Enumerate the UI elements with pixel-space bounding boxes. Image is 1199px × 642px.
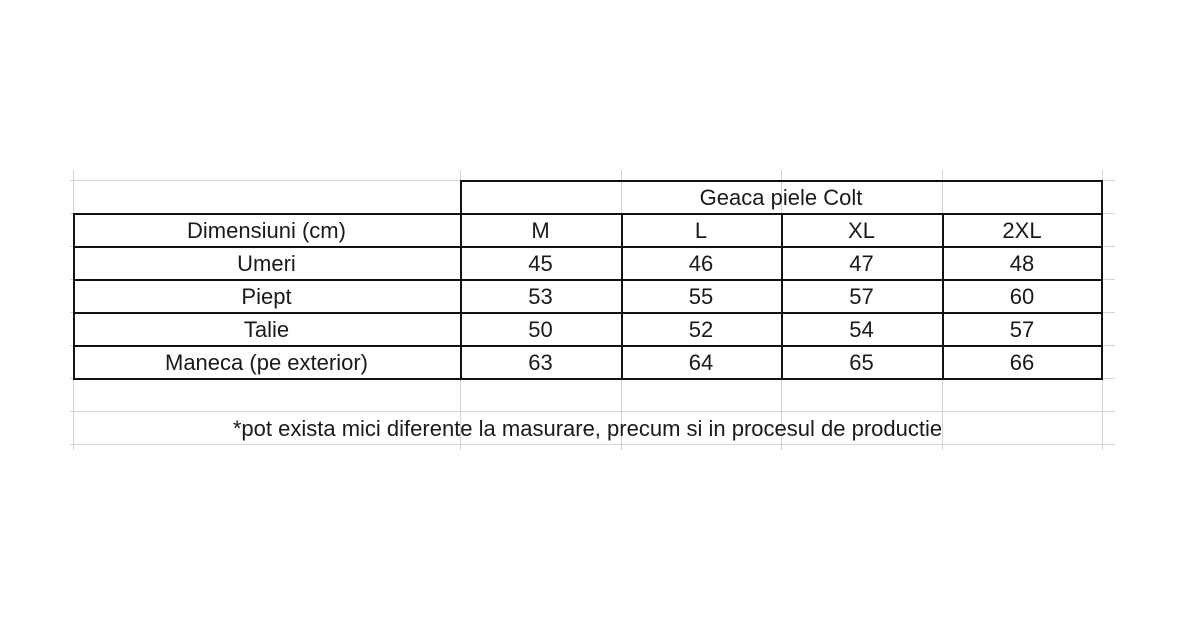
border-line (73, 213, 75, 379)
cell-value: 64 (688, 350, 714, 375)
size-header: 2XL (1002, 218, 1042, 243)
border-line (73, 345, 1103, 347)
border-line (460, 180, 462, 379)
cell-value: 65 (849, 350, 874, 375)
cell-value: 63 (528, 350, 553, 375)
border-line (73, 378, 1103, 380)
cell-value: 45 (528, 251, 553, 276)
border-line (73, 312, 1103, 314)
header-label: Dimensiuni (cm) (187, 218, 346, 243)
border-line (942, 213, 944, 379)
cell-value: 57 (1009, 317, 1035, 342)
gridline-horizontal (70, 411, 1115, 412)
row-label: Umeri (237, 251, 296, 276)
border-line (781, 213, 783, 379)
cell-value: 48 (1009, 251, 1035, 276)
size-header: L (694, 218, 708, 243)
cell-value: 53 (528, 284, 553, 309)
cell-value: 57 (849, 284, 874, 309)
cell-value: 66 (1009, 350, 1035, 375)
cell-value: 46 (688, 251, 714, 276)
row-label: Piept (241, 284, 292, 309)
cell-value: 52 (688, 317, 714, 342)
footnote: *pot exista mici diferente la masurare, … (232, 416, 943, 441)
cell-value: 54 (849, 317, 874, 342)
table-title: Geaca piele Colt (699, 185, 863, 210)
border-line (1101, 180, 1103, 379)
cell-value: 60 (1009, 284, 1035, 309)
size-header: XL (848, 218, 875, 243)
size-header: M (531, 218, 550, 243)
cell-value: 47 (849, 251, 874, 276)
row-label: Maneca (pe exterior) (165, 350, 368, 375)
cell-value: 55 (688, 284, 714, 309)
cell-value: 50 (528, 317, 553, 342)
border-line (621, 213, 623, 379)
border-line (460, 180, 1103, 182)
row-label: Talie (243, 317, 290, 342)
border-line (73, 246, 1103, 248)
border-line (73, 279, 1103, 281)
border-line (73, 213, 1103, 215)
gridline-horizontal (70, 444, 1115, 445)
